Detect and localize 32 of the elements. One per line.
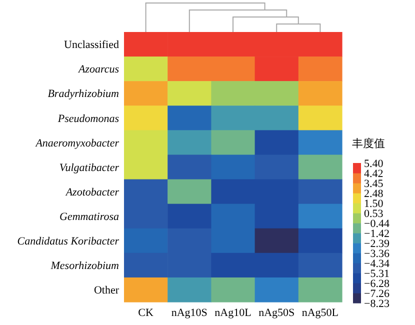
y-tick-label: Anaeromyxobacter (34, 137, 120, 150)
color-bar-label: 2.48 (364, 188, 384, 200)
y-tick-label: Azotobacter (64, 186, 120, 198)
y-tick-label: Other (94, 284, 120, 297)
color-bar-label: −0.44 (364, 218, 390, 230)
color-bar-label: −8.23 (364, 298, 390, 310)
y-tick-label: Bradyrhizobium (48, 88, 120, 100)
color-bar-label: −1.42 (364, 228, 390, 240)
color-bar-label: 4.42 (364, 168, 384, 180)
x-tick-label: CK (138, 307, 154, 319)
color-bar-label: −4.34 (364, 258, 390, 270)
y-tick-label: Vulgatibacter (59, 162, 120, 174)
x-tick-label: nAg10L (214, 307, 252, 319)
x-tick-label: nAg50S (258, 307, 295, 319)
color-bar-label: −3.36 (364, 248, 390, 260)
y-tick-label: Candidatus Koribacter (17, 235, 120, 248)
y-tick-label: Gemmatirosa (60, 210, 120, 223)
y-tick-label: Mesorhizobium (50, 260, 120, 272)
x-tick-label: nAg50L (302, 307, 339, 319)
x-tick-label: nAg10S (171, 307, 208, 319)
color-bar-label: −2.39 (364, 238, 390, 250)
color-bar-label: −5.31 (364, 268, 390, 280)
color-bar-label: 3.45 (364, 178, 384, 190)
color-bar-label: 1.50 (364, 198, 384, 210)
y-tick-label: Azoarcus (77, 64, 119, 76)
color-bar-label: 0.53 (364, 208, 384, 220)
y-tick-label: Unclassified (64, 39, 120, 52)
color-bar-title: 丰度值 (352, 137, 385, 150)
color-bar-label: −6.28 (364, 278, 390, 290)
color-bar-label: −7.26 (364, 288, 390, 300)
color-bar-label: 5.40 (364, 158, 384, 170)
y-tick-label: Pseudomonas (56, 112, 119, 125)
